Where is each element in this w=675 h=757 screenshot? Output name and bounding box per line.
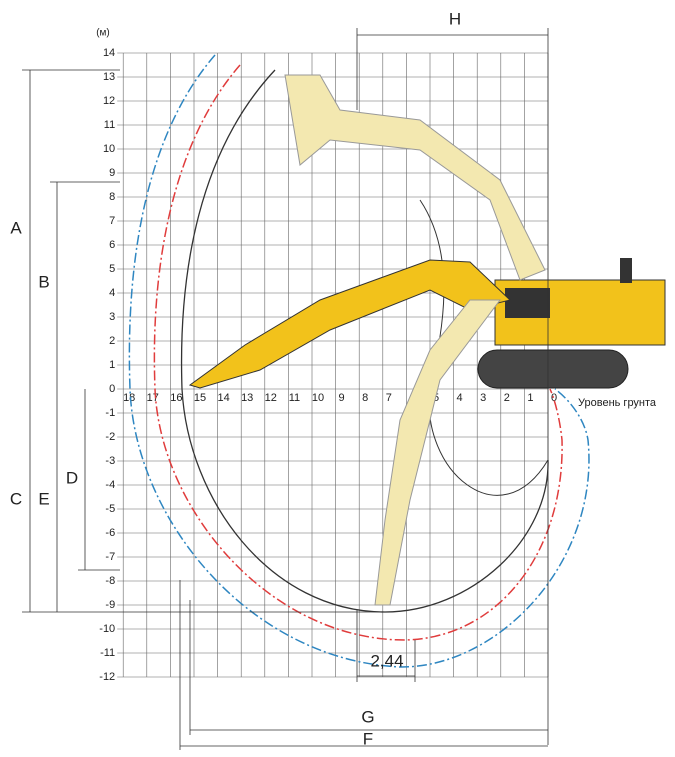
- ground-label: Уровень грунта: [578, 397, 657, 409]
- x-tick-label: 3: [480, 392, 486, 404]
- y-tick-label: 12: [103, 95, 115, 107]
- y-tick-label: 4: [109, 287, 115, 299]
- x-tick-label: 14: [217, 392, 229, 404]
- y-tick-label: -5: [105, 503, 115, 515]
- y-tick-label: -1: [105, 407, 115, 419]
- y-tick-label: 8: [109, 191, 115, 203]
- dim-f: F: [363, 729, 373, 748]
- y-tick-label: -6: [105, 527, 115, 539]
- y-tick-label: -8: [105, 575, 115, 587]
- y-tick-label: -12: [99, 671, 115, 683]
- y-tick-label: -7: [105, 551, 115, 563]
- x-tick-label: 11: [289, 392, 300, 404]
- boom-arm-high: [285, 75, 545, 280]
- dim-d: D: [66, 468, 78, 487]
- y-tick-label: 7: [109, 215, 115, 227]
- x-tick-label: 10: [312, 392, 324, 404]
- y-tick-label: 13: [103, 71, 115, 83]
- x-tick-label: 15: [194, 392, 206, 404]
- x-tick-label: 8: [362, 392, 368, 404]
- y-tick-label: -10: [99, 623, 115, 635]
- dim-a: A: [10, 218, 22, 237]
- y-tick-label: 9: [109, 167, 115, 179]
- x-tick-label: 17: [147, 392, 159, 404]
- excavator: [190, 75, 665, 605]
- x-tick-label: 4: [457, 392, 463, 404]
- y-tick-label: 5: [109, 263, 115, 275]
- boom-arm-low: [375, 300, 500, 605]
- y-tick-label: -4: [105, 479, 115, 491]
- x-tick-label: 7: [386, 392, 392, 404]
- x-tick-label: 2: [504, 392, 510, 404]
- dim-c: C: [10, 489, 22, 508]
- y-tick-label: 14: [103, 47, 115, 59]
- x-tick-label: 13: [241, 392, 253, 404]
- dim-h: H: [449, 9, 461, 28]
- y-tick-label: 2: [109, 335, 115, 347]
- y-tick-label: 11: [104, 119, 115, 131]
- dim-g: G: [361, 707, 374, 726]
- x-tick-label: 16: [170, 392, 182, 404]
- y-tick-label: 1: [109, 359, 115, 371]
- y-tick-label: 0: [109, 383, 115, 395]
- x-tick-label: 12: [265, 392, 277, 404]
- x-tick-label: 18: [123, 392, 135, 404]
- unit-label: (м): [96, 28, 110, 39]
- y-tick-label: 3: [109, 311, 115, 323]
- y-tick-label: -9: [105, 599, 115, 611]
- dim-width: 2,44: [370, 651, 403, 670]
- y-tick-label: 10: [103, 143, 115, 155]
- dim-e: E: [38, 489, 49, 508]
- x-tick-label: 9: [339, 392, 345, 404]
- y-tick-label: -2: [105, 431, 115, 443]
- y-tick-label: -11: [100, 647, 115, 659]
- working-range-diagram: 14131211109876543210-1-2-3-4-5-6-7-8-9-1…: [0, 0, 675, 752]
- y-tick-label: 6: [109, 239, 115, 251]
- y-tick-label: -3: [105, 455, 115, 467]
- dim-b: B: [38, 272, 49, 291]
- x-tick-label: 1: [527, 392, 533, 404]
